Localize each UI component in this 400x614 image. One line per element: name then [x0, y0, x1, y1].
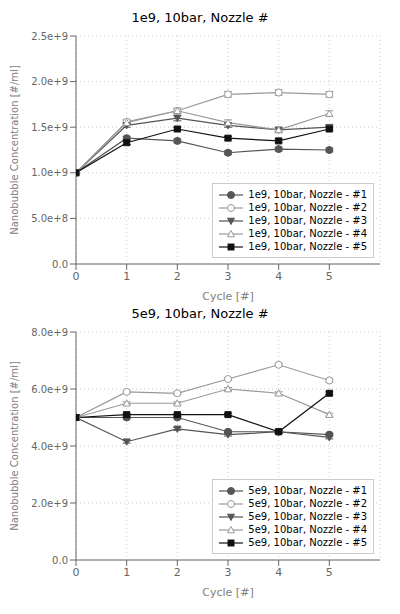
html-text:5e9, 10bar, Nozzle - #4: 5e9, 10bar, Nozzle - #4: [248, 524, 367, 535]
svg-text:2.5e+9: 2.5e+9: [31, 31, 68, 42]
svg-text:1: 1: [123, 270, 130, 283]
svg-text:4.0e+9: 4.0e+9: [31, 441, 68, 452]
svg-text:6.0e+9: 6.0e+9: [31, 384, 68, 395]
html-text:1e9, 10bar, Nozzle - #4: 1e9, 10bar, Nozzle - #4: [248, 228, 367, 239]
svg-text:3: 3: [225, 270, 232, 283]
svg-text:1: 1: [123, 566, 130, 579]
html-text:5e9, 10bar, Nozzle - #2: 5e9, 10bar, Nozzle - #2: [248, 498, 367, 509]
svg-text:Cycle [#]: Cycle [#]: [202, 586, 253, 599]
svg-text:8.0e+9: 8.0e+9: [31, 327, 68, 338]
svg-text:2.0e+9: 2.0e+9: [31, 76, 68, 87]
html-text:1e9, 10bar, Nozzle - #2: 1e9, 10bar, Nozzle - #2: [248, 202, 367, 213]
html-text:5e9, 10bar, Nozzle - #3: 5e9, 10bar, Nozzle - #3: [248, 511, 367, 522]
svg-text:5: 5: [326, 566, 333, 579]
svg-text:Nanobubble Concentration [#/ml: Nanobubble Concentration [#/ml]: [9, 361, 20, 531]
html-text:1e9, 10bar, Nozzle - #3: 1e9, 10bar, Nozzle - #3: [248, 215, 367, 226]
html-text:5e9, 10bar, Nozzle - #1: 5e9, 10bar, Nozzle - #1: [248, 485, 367, 496]
html-text:5e9, 10bar, Nozzle #: 5e9, 10bar, Nozzle #: [131, 306, 269, 321]
svg-text:0.0: 0.0: [52, 259, 68, 270]
svg-text:0: 0: [73, 566, 80, 579]
svg-text:0.0: 0.0: [52, 555, 68, 566]
svg-text:2: 2: [174, 566, 181, 579]
html-text:5e9, 10bar, Nozzle - #5: 5e9, 10bar, Nozzle - #5: [248, 537, 367, 548]
svg-text:0: 0: [73, 270, 80, 283]
html-text:1e9, 10bar, Nozzle #: 1e9, 10bar, Nozzle #: [131, 10, 269, 25]
html-text:1e9, 10bar, Nozzle - #1: 1e9, 10bar, Nozzle - #1: [248, 189, 367, 200]
svg-text:1.5e+9: 1.5e+9: [31, 122, 68, 133]
svg-text:5.0e+8: 5.0e+8: [31, 213, 68, 224]
svg-text:3: 3: [225, 566, 232, 579]
svg-text:1.0e+9: 1.0e+9: [31, 167, 68, 178]
svg-text:4: 4: [275, 566, 282, 579]
html-text:1e9, 10bar, Nozzle - #5: 1e9, 10bar, Nozzle - #5: [248, 241, 367, 252]
svg-text:Cycle [#]: Cycle [#]: [202, 290, 253, 303]
svg-text:Nanobubble Concentration [#/ml: Nanobubble Concentration [#/ml]: [9, 65, 20, 235]
svg-text:2: 2: [174, 270, 181, 283]
svg-text:5: 5: [326, 270, 333, 283]
svg-text:2.0e+9: 2.0e+9: [31, 498, 68, 509]
svg-text:4: 4: [275, 270, 282, 283]
